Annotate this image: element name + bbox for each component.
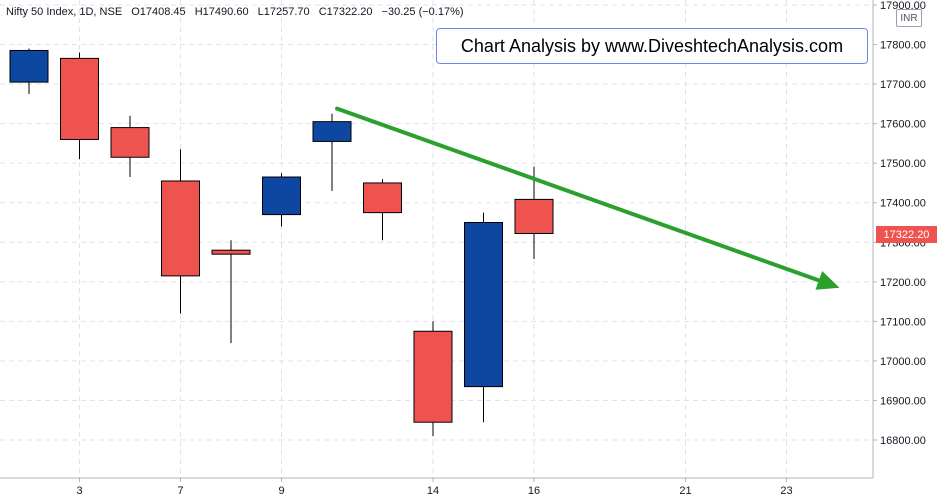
symbol-label: Nifty 50 Index, 1D, NSE: [6, 6, 123, 18]
candle-body-up: [262, 176, 301, 216]
currency-badge[interactable]: INR: [896, 9, 922, 27]
time-tick-label: 7: [177, 485, 183, 497]
change-value: −30.25 (−0.17%): [381, 6, 464, 18]
candle[interactable]: [211, 240, 251, 344]
time-tick-label: 9: [278, 485, 284, 497]
candle-body-down: [161, 180, 200, 277]
candle-body-up: [464, 222, 503, 388]
price-tick-label: 17600.00: [880, 119, 926, 131]
candle-body-down: [60, 57, 99, 140]
time-tick-label: 21: [679, 485, 691, 497]
candle[interactable]: [363, 179, 402, 241]
candle[interactable]: [161, 149, 200, 314]
price-tick-label: 17100.00: [880, 316, 926, 328]
candle[interactable]: [110, 115, 150, 178]
time-tick-label: 3: [76, 485, 82, 497]
candle-body-down: [413, 330, 453, 423]
time-axis[interactable]: 3 7 9 14 16 21 23: [76, 478, 793, 497]
candle-body-up: [312, 121, 352, 142]
watermark-text-box: Chart Analysis by www.DiveshtechAnalysis…: [436, 28, 868, 64]
candle[interactable]: [9, 48, 49, 94]
time-tick-label: 14: [427, 485, 439, 497]
price-tick-label: 17700.00: [880, 79, 926, 91]
last-price-badge: 17322.20: [876, 226, 937, 243]
price-tick-label: 16900.00: [880, 395, 926, 407]
candle[interactable]: [312, 113, 352, 191]
price-tick-label: 17000.00: [880, 356, 926, 368]
price-tick-label: 16800.00: [880, 435, 926, 447]
price-tick-label: 17200.00: [880, 277, 926, 289]
candles: [9, 48, 554, 437]
candle-body-down: [514, 198, 554, 234]
price-tick-label: 17800.00: [880, 40, 926, 52]
trendline[interactable]: [335, 106, 821, 283]
watermark-text: Chart Analysis by www.DiveshtechAnalysis…: [460, 35, 844, 56]
close-value: C17322.20: [318, 6, 373, 18]
legend-header: Nifty 50 Index, 1D, NSE O17408.45 H17490…: [6, 6, 470, 18]
trendline-layer: [335, 106, 840, 290]
price-tick-label: 17400.00: [880, 198, 926, 210]
trendline-arrowhead: [815, 270, 840, 290]
candle[interactable]: [60, 52, 99, 160]
candle-body-down: [363, 182, 402, 214]
candle[interactable]: [514, 166, 554, 260]
candle-body-down: [110, 127, 150, 158]
time-tick-label: 23: [780, 485, 792, 497]
price-tick-label: 17500.00: [880, 158, 926, 170]
price-axis[interactable]: 16800.00 16900.00 17000.00 17100.00 17200.00…: [873, 0, 926, 447]
candle-body-down: [211, 249, 251, 255]
high-value: H17490.60: [194, 6, 249, 18]
candle[interactable]: [413, 321, 453, 437]
time-tick-label: 16: [528, 485, 540, 497]
low-value: L17257.70: [257, 6, 310, 18]
candle[interactable]: [464, 212, 503, 423]
candle-body-up: [9, 49, 49, 83]
candle[interactable]: [262, 173, 301, 227]
open-value: O17408.45: [131, 6, 186, 18]
